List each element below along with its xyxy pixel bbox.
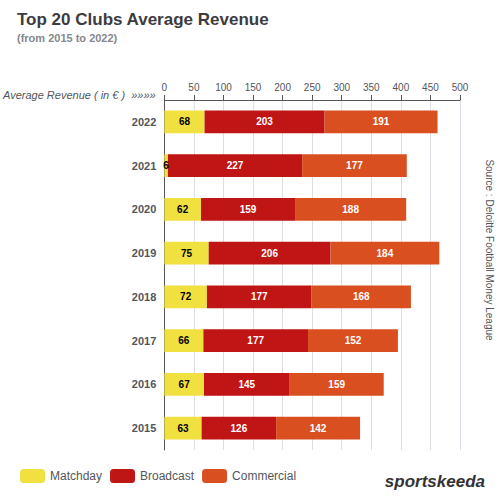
svg-text:Average Revenue ( in € ) »»»»: Average Revenue ( in € ) »»»»: [2, 89, 156, 101]
svg-text:68: 68: [179, 116, 191, 127]
svg-text:Broadcast: Broadcast: [140, 469, 195, 483]
svg-text:2022: 2022: [132, 116, 156, 128]
svg-text:168: 168: [353, 291, 370, 302]
svg-text:67: 67: [179, 379, 191, 390]
svg-text:66: 66: [178, 335, 190, 346]
svg-text:203: 203: [256, 116, 273, 127]
svg-text:188: 188: [342, 204, 359, 215]
svg-text:500: 500: [452, 82, 469, 93]
svg-text:2019: 2019: [132, 247, 156, 259]
svg-text:227: 227: [227, 160, 244, 171]
svg-text:2018: 2018: [132, 291, 156, 303]
svg-text:2020: 2020: [132, 203, 156, 215]
svg-text:159: 159: [328, 379, 345, 390]
svg-text:0: 0: [162, 82, 168, 93]
svg-text:Commercial: Commercial: [232, 469, 296, 483]
svg-text:Source : Deloitte Football Mon: Source : Deloitte Football Money League: [484, 159, 495, 341]
svg-text:72: 72: [180, 291, 192, 302]
svg-text:(from 2015 to 2022): (from 2015 to 2022): [17, 32, 118, 44]
svg-text:400: 400: [393, 82, 410, 93]
svg-text:2015: 2015: [132, 422, 156, 434]
svg-text:450: 450: [422, 82, 439, 93]
svg-text:184: 184: [377, 248, 394, 259]
svg-text:Matchday: Matchday: [50, 469, 102, 483]
svg-text:75: 75: [181, 248, 193, 259]
svg-text:2016: 2016: [132, 378, 156, 390]
svg-text:152: 152: [345, 335, 362, 346]
svg-text:350: 350: [363, 82, 380, 93]
svg-text:sportskeeda: sportskeeda: [385, 472, 485, 491]
svg-text:177: 177: [247, 335, 264, 346]
svg-text:300: 300: [333, 82, 350, 93]
svg-text:206: 206: [261, 248, 278, 259]
svg-text:2017: 2017: [132, 335, 156, 347]
svg-text:126: 126: [231, 423, 248, 434]
svg-text:Top 20 Clubs Average Revenue: Top 20 Clubs Average Revenue: [17, 10, 269, 29]
svg-text:200: 200: [274, 82, 291, 93]
svg-text:62: 62: [177, 204, 189, 215]
svg-text:177: 177: [346, 160, 363, 171]
svg-text:150: 150: [245, 82, 262, 93]
svg-text:145: 145: [238, 379, 255, 390]
svg-text:50: 50: [188, 82, 200, 93]
svg-text:100: 100: [215, 82, 232, 93]
svg-text:63: 63: [177, 423, 189, 434]
svg-text:191: 191: [373, 116, 390, 127]
svg-text:250: 250: [304, 82, 321, 93]
svg-text:142: 142: [310, 423, 327, 434]
svg-text:6: 6: [163, 160, 169, 171]
svg-text:159: 159: [240, 204, 257, 215]
svg-text:2021: 2021: [132, 160, 156, 172]
svg-text:177: 177: [251, 291, 268, 302]
